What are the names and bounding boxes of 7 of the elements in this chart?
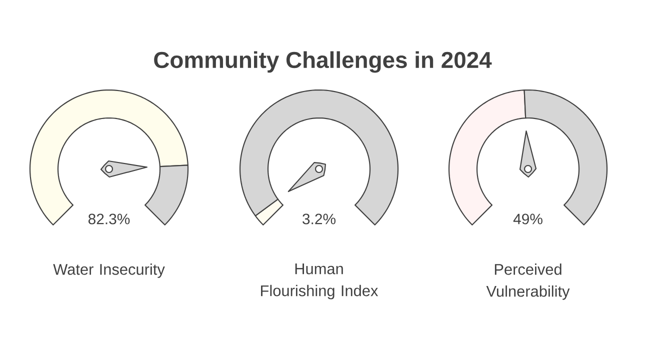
text: Human Flourishing Index — [261, 264, 378, 300]
text: 3.2% — [302, 214, 336, 224]
text: Water Insecurity — [53, 264, 165, 278]
text: Community Challenges in 2024 — [154, 51, 492, 73]
text: 49% — [513, 214, 542, 224]
text: 82.3% — [88, 214, 130, 224]
text: Perceived Vulnerability — [486, 264, 570, 300]
